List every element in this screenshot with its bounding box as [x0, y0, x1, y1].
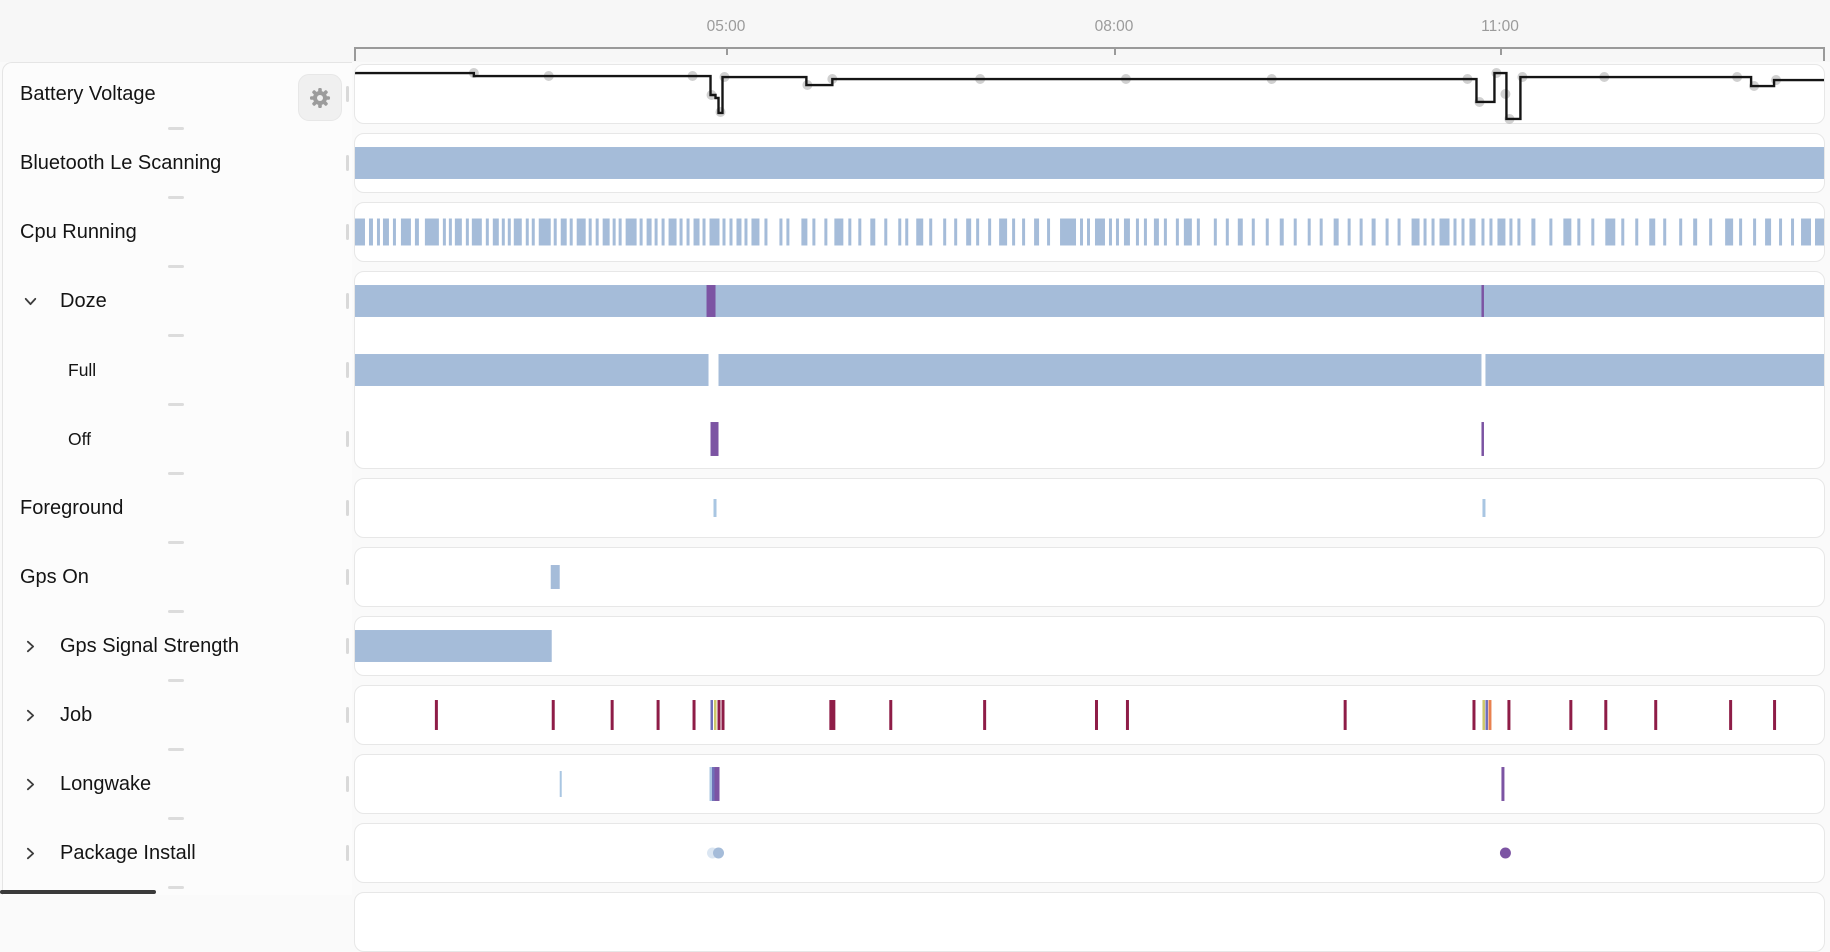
sidebar-item-doze[interactable]: Doze [0, 271, 372, 331]
axis-tick [1500, 47, 1502, 55]
track-full[interactable] [355, 340, 1824, 400]
row-label: Gps Signal Strength [60, 634, 239, 657]
axis-label-0800: 08:00 [1094, 18, 1134, 35]
sidebar-item-longwake[interactable]: Longwake [0, 754, 372, 814]
row-settings-button[interactable] [298, 74, 342, 121]
axis-label-1100: 11:00 [1481, 18, 1519, 35]
row-label: Full [68, 359, 97, 380]
row-resize-handle[interactable] [168, 334, 184, 337]
track-job[interactable] [355, 685, 1824, 745]
row-drag-handle[interactable] [346, 431, 349, 447]
track-gps-signal-strength[interactable] [355, 616, 1824, 676]
gear-icon [310, 87, 330, 108]
track-panel [354, 64, 1825, 124]
row-drag-handle[interactable] [346, 224, 349, 240]
track-gps-on[interactable] [355, 547, 1824, 607]
row-label: Doze [60, 289, 107, 312]
track-panel [354, 478, 1825, 538]
row-resize-handle[interactable] [168, 748, 184, 751]
row-resize-handle[interactable] [168, 817, 184, 820]
row-drag-handle[interactable] [346, 638, 349, 654]
axis-tick [354, 47, 356, 61]
track-cpu-running[interactable] [355, 202, 1824, 262]
row-label: Package Install [60, 841, 196, 864]
sidebar-panel [2, 62, 352, 895]
row-label: Foreground [20, 496, 124, 519]
axis-tick [1114, 47, 1116, 55]
sidebar-item-doze-off[interactable]: Off [0, 409, 418, 469]
time-axis [354, 47, 1825, 49]
row-resize-handle[interactable] [168, 679, 184, 682]
row-resize-handle[interactable] [168, 472, 184, 475]
track-panel [354, 754, 1825, 814]
track-panel [354, 547, 1825, 607]
row-label: Cpu Running [20, 220, 137, 243]
row-resize-handle[interactable] [168, 541, 184, 544]
row-resize-handle[interactable] [168, 127, 184, 130]
track-panel [354, 685, 1825, 745]
row-resize-handle[interactable] [168, 196, 184, 199]
row-label: Job [60, 703, 93, 726]
row-resize-handle[interactable] [168, 403, 184, 406]
row-resize-handle[interactable] [168, 610, 184, 613]
axis-label-0500: 05:00 [706, 18, 746, 35]
row-drag-handle[interactable] [346, 155, 349, 171]
sidebar-item-battery-voltage[interactable]: Battery Voltage [0, 64, 370, 124]
track-doze[interactable] [355, 271, 1824, 331]
row-resize-handle[interactable] [168, 886, 184, 889]
track-panel [354, 823, 1825, 883]
chevron-down-icon[interactable] [22, 293, 39, 310]
axis-tick [1823, 47, 1825, 61]
row-drag-handle[interactable] [346, 86, 349, 102]
sidebar-item-job[interactable]: Job [0, 685, 372, 745]
track-bluetooth-le-scanning[interactable] [355, 133, 1824, 193]
chevron-right-icon[interactable] [22, 845, 39, 862]
chevron-right-icon[interactable] [22, 776, 39, 793]
sidebar-item-package-install[interactable]: Package Install [0, 823, 372, 883]
track-off[interactable] [355, 409, 1824, 469]
track-longwake[interactable] [355, 754, 1824, 814]
axis-tick [726, 47, 728, 55]
track-battery-voltage[interactable] [355, 64, 1824, 124]
track-package-install[interactable] [355, 823, 1824, 883]
timeline-header [0, 0, 1830, 62]
sidebar-item-bluetooth-le-scanning[interactable]: Bluetooth Le Scanning [0, 133, 370, 193]
row-drag-handle[interactable] [346, 569, 349, 585]
row-label: Off [68, 428, 92, 449]
row-drag-handle[interactable] [346, 362, 349, 378]
scrollbar-thumb-horizontal[interactable] [0, 890, 156, 894]
sidebar-item-doze-full[interactable]: Full [0, 340, 418, 400]
track-panel [354, 892, 1825, 952]
row-drag-handle[interactable] [346, 776, 349, 792]
row-label: Battery Voltage [20, 82, 156, 105]
row-drag-handle[interactable] [346, 293, 349, 309]
row-drag-handle[interactable] [346, 500, 349, 516]
row-drag-handle[interactable] [346, 707, 349, 723]
sidebar-item-gps-signal-strength[interactable]: Gps Signal Strength [0, 616, 372, 676]
track-foreground[interactable] [355, 478, 1824, 538]
sidebar-item-foreground[interactable]: Foreground [0, 478, 370, 538]
row-label: Bluetooth Le Scanning [20, 151, 222, 174]
chevron-right-icon[interactable] [22, 707, 39, 724]
track-panel [354, 616, 1825, 676]
chevron-right-icon[interactable] [22, 638, 39, 655]
row-drag-handle[interactable] [346, 845, 349, 861]
sidebar-item-gps-on[interactable]: Gps On [0, 547, 370, 607]
sidebar-item-cpu-running[interactable]: Cpu Running [0, 202, 370, 262]
row-label: Longwake [60, 772, 152, 795]
row-resize-handle[interactable] [168, 265, 184, 268]
row-label: Gps On [20, 565, 89, 588]
